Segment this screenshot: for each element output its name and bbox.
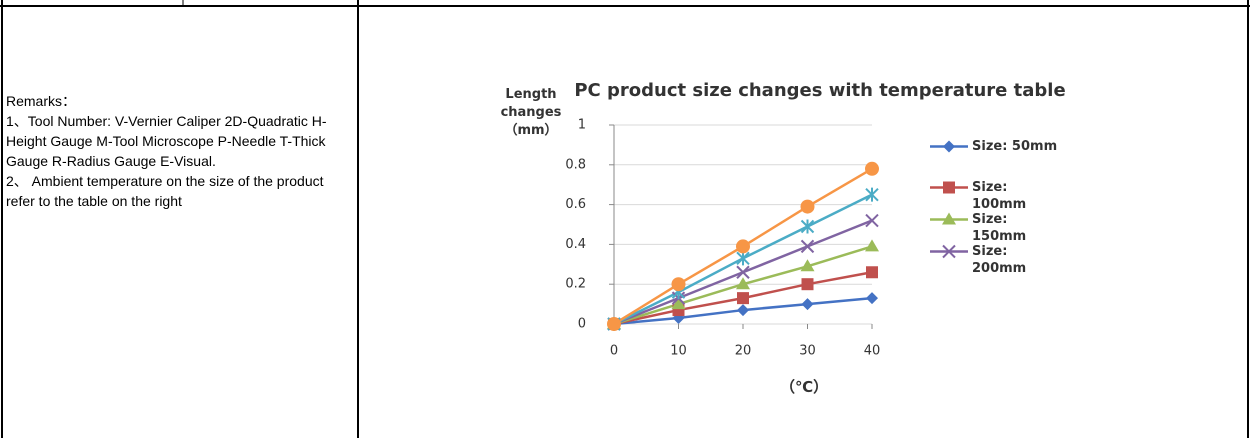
legend-icon (930, 181, 968, 194)
marker (736, 239, 750, 254)
marker (737, 304, 749, 317)
marker (736, 251, 750, 266)
marker (736, 277, 750, 290)
chart-title: PC product size changes with temperature… (574, 80, 1066, 101)
y-tick-label: 0.2 (565, 277, 586, 292)
remarks-line: 2、 Ambient temperature on the size of th… (6, 173, 324, 209)
x-axis-label: （℃） (780, 378, 829, 396)
marker (737, 292, 749, 305)
x-tick-label: 10 (670, 344, 687, 359)
marker (865, 187, 879, 202)
remarks: Remarks： 1、Tool Number: V-Vernier Calipe… (6, 91, 356, 211)
legend-marker (942, 212, 956, 225)
marker (800, 239, 815, 254)
legend-marker (943, 140, 955, 153)
y-axis-label: Length changes （mm） (500, 87, 562, 138)
marker (607, 317, 621, 331)
x-tick-label: 20 (735, 344, 752, 359)
marker (800, 219, 815, 234)
y-tick-label: 1 (578, 118, 586, 133)
x-tick-label: 0 (610, 344, 618, 359)
marker (800, 259, 815, 272)
legend-label: Size: 150mm (972, 212, 1027, 244)
y-tick-label: 0.6 (565, 197, 586, 212)
legend-label: Size: 100mm (972, 180, 1027, 212)
legend-marker (943, 181, 955, 194)
legend-label: Size: 50mm (972, 139, 1058, 154)
y-tick-label: 0 (578, 317, 586, 332)
marker (866, 292, 878, 305)
marker (801, 278, 814, 291)
remarks-line: 1、Tool Number: V-Vernier Caliper 2D-Quad… (6, 113, 327, 169)
legend-icon (930, 140, 968, 153)
marker (865, 213, 879, 228)
x-tick-label: 30 (799, 344, 816, 359)
legend-entry: Size: 150mm (928, 211, 1058, 245)
marker (865, 161, 879, 176)
marker (801, 298, 814, 311)
legend-label: Size: 200mm (972, 244, 1027, 276)
legend-entry: Size: 100mm (928, 179, 1058, 213)
legend-entry: Size: 200mm (928, 243, 1058, 277)
remarks-heading: Remarks： (6, 93, 77, 109)
marker (671, 277, 686, 292)
legend-icon (930, 212, 968, 225)
marker (671, 297, 686, 310)
x-tick-label: 40 (864, 344, 881, 359)
marker (866, 266, 878, 279)
marker (736, 265, 750, 279)
marker (800, 199, 815, 214)
marker (865, 239, 879, 252)
legend-entry: Size: 50mm (928, 138, 1058, 155)
legend-marker (942, 244, 956, 259)
legend-icon (930, 244, 968, 259)
y-tick-label: 0.4 (565, 237, 586, 252)
y-tick-label: 0.8 (565, 157, 586, 172)
